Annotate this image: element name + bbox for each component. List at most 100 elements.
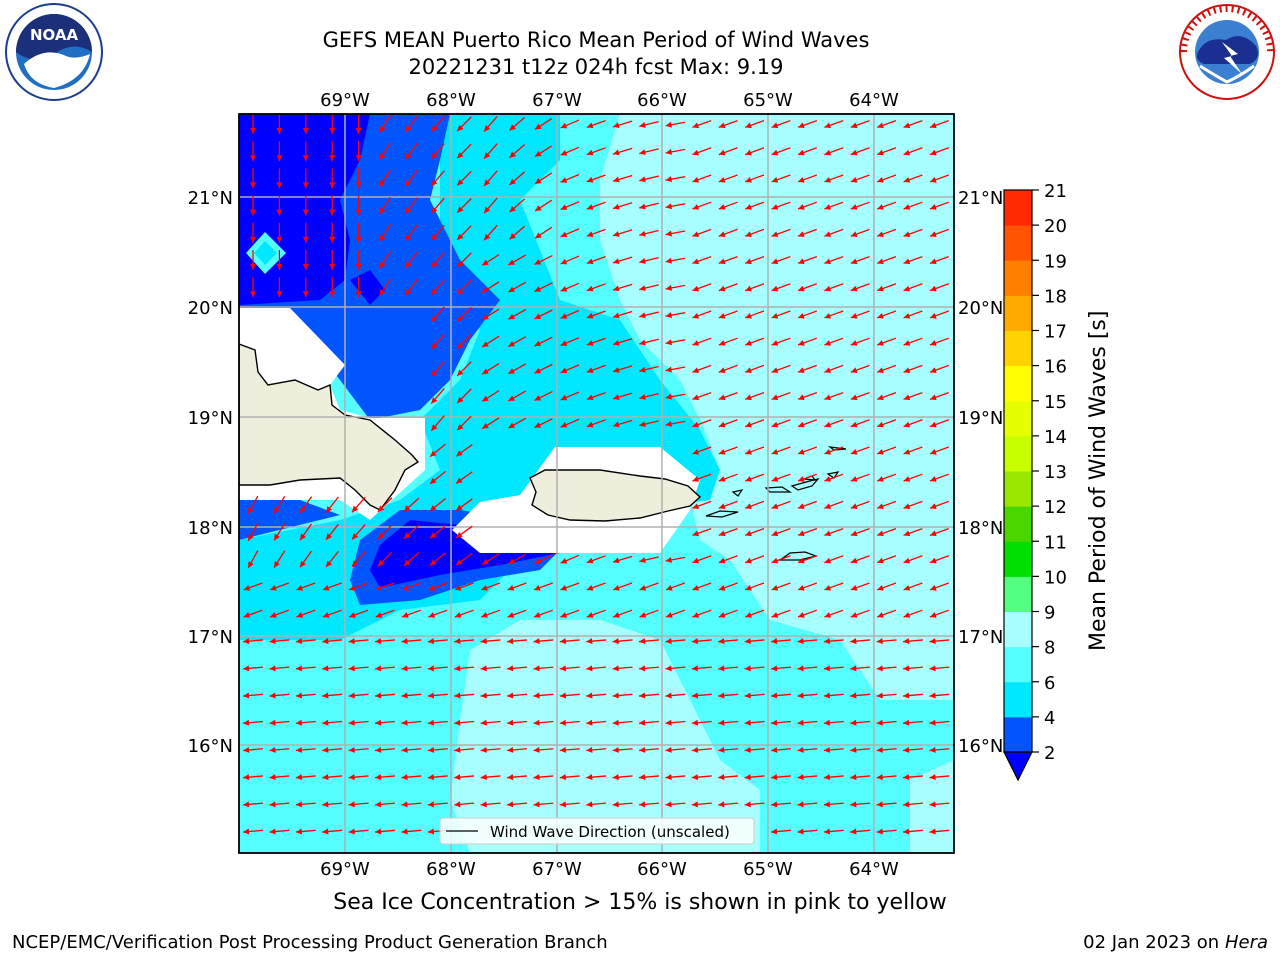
wave-arrow-head <box>508 259 515 265</box>
wave-arrow-head <box>295 801 303 808</box>
wave-arrow-head <box>274 506 280 514</box>
lon-label-bottom: 66°W <box>637 859 687 880</box>
wave-arrow-head <box>456 531 463 538</box>
colorbar-segment <box>1004 365 1032 402</box>
wave-arrow-head <box>351 532 359 540</box>
wave-arrow-head <box>903 285 911 292</box>
wave-arrow-head <box>243 638 250 645</box>
wave-arrow-head <box>295 692 303 699</box>
wave-arrow-head <box>692 204 700 210</box>
wave-arrow-head <box>930 476 937 482</box>
wave-arrow-head <box>482 314 489 320</box>
wave-arrow-head <box>718 503 726 509</box>
wave-arrow-head <box>457 369 464 376</box>
wave-arrow-head <box>329 264 336 270</box>
wave-arrow-head <box>613 285 620 292</box>
wave-arrow-head <box>375 746 382 753</box>
lat-label-right: 20°N <box>958 298 1003 319</box>
wave-arrow-head <box>401 746 408 753</box>
colorbar-segment <box>1004 400 1032 437</box>
wave-arrow-head <box>379 152 386 160</box>
wave-arrow-head <box>480 801 487 808</box>
wave-arrow-head <box>692 557 700 564</box>
wave-arrow-head <box>956 774 962 780</box>
wave-arrow-head <box>771 503 779 509</box>
wave-arrow-head <box>665 774 672 781</box>
wave-arrow-head <box>929 828 936 835</box>
field-spot-inner <box>254 241 277 265</box>
wave-arrow-head <box>457 342 464 349</box>
wave-arrow-head <box>956 801 962 807</box>
wave-arrow-head <box>586 638 593 645</box>
wave-arrow-head <box>718 719 725 726</box>
wave-arrow-head <box>850 557 858 564</box>
wave-arrow-head <box>798 176 805 183</box>
wave-arrow-head <box>771 367 779 373</box>
wave-arrow-head <box>379 234 386 242</box>
wave-arrow-head <box>457 179 464 186</box>
wave-arrow-head <box>431 179 438 186</box>
wave-arrow-head <box>771 801 778 808</box>
wave-arrow-head <box>665 148 673 155</box>
wave-arrow-head <box>379 125 386 133</box>
wave-arrow-head <box>480 746 487 753</box>
wave-arrow-head <box>692 394 700 401</box>
legend: Wind Wave Direction (unscaled) <box>439 817 755 845</box>
wave-arrow-head <box>430 559 437 566</box>
wave-arrow-head <box>718 367 726 373</box>
colorbar-segment <box>1004 646 1032 683</box>
wave-arrow-head <box>876 719 883 726</box>
wave-arrow-head <box>612 638 619 645</box>
wave-arrow-head <box>639 258 646 264</box>
wave-arrow-head <box>401 774 408 781</box>
wave-arrow-head <box>351 505 359 513</box>
wave-arrow-head <box>797 692 804 699</box>
wave-arrow-head <box>665 230 673 237</box>
wave-arrow-head <box>797 801 804 808</box>
wave-arrow-head <box>798 503 805 509</box>
wave-arrow-head <box>560 286 568 292</box>
wave-arrow-head <box>269 638 276 645</box>
wave-arrow-head <box>325 560 333 568</box>
colorbar-segment <box>1004 330 1032 367</box>
wave-arrow-head <box>377 532 385 540</box>
wave-arrow-head <box>507 638 514 645</box>
wave-arrow-head <box>823 638 831 645</box>
wave-arrow-head <box>302 182 309 189</box>
land-hispaniola <box>239 343 420 511</box>
wave-arrow-head <box>427 665 435 672</box>
wave-arrow-head <box>431 424 438 431</box>
wave-arrow-head <box>586 285 594 292</box>
wave-arrow-head <box>481 584 488 591</box>
colorbar-segment <box>1004 295 1032 331</box>
wave-arrow-head <box>302 128 309 134</box>
wave-arrow-head <box>691 801 699 808</box>
wave-arrow-head <box>348 665 355 672</box>
wave-arrow-head <box>295 665 303 672</box>
wave-arrow-head <box>560 122 568 129</box>
wave-arrow-head <box>850 312 858 319</box>
wave-arrow-head <box>877 476 884 482</box>
wave-arrow-head <box>718 448 726 455</box>
wave-arrow-head <box>956 395 963 401</box>
wave-arrow-head <box>824 476 832 482</box>
wave-arrow-head <box>276 291 283 298</box>
wave-arrow-head <box>771 692 778 699</box>
wave-arrow-shaft <box>956 393 975 400</box>
wave-arrow-head <box>480 665 487 672</box>
nws-logo <box>1179 4 1275 100</box>
wave-arrow-head <box>903 367 911 373</box>
wave-arrow-head <box>329 209 336 216</box>
wave-arrow-head <box>454 719 461 726</box>
wave-arrow-head <box>639 122 646 128</box>
wave-arrow-head <box>322 774 329 781</box>
wave-arrow-head <box>745 557 752 564</box>
wave-arrow-head <box>771 584 779 591</box>
wave-arrow-head <box>956 476 963 482</box>
wave-arrow-head <box>431 152 438 159</box>
wave-arrow-head <box>427 638 435 645</box>
wave-arrow-head <box>427 828 435 835</box>
wave-arrow-head <box>929 692 936 699</box>
wave-arrow-head <box>322 638 329 645</box>
wave-arrow-head <box>276 182 283 189</box>
